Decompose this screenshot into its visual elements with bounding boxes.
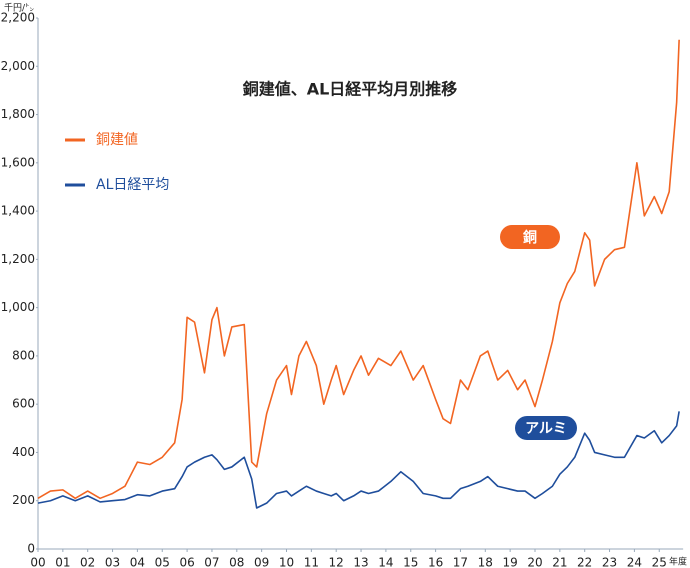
x-tick-label: 06 [179, 556, 194, 568]
x-tick-label: 05 [155, 556, 170, 568]
x-tick-label: 17 [453, 556, 468, 568]
x-tick-label: 09 [254, 556, 269, 568]
x-tick-label: 23 [602, 556, 617, 568]
y-tick-label: 800 [12, 348, 35, 362]
x-tick-label: 19 [503, 556, 518, 568]
annotation: アルミ [525, 421, 567, 437]
annotation-pill [500, 225, 560, 249]
y-tick-label: 2,200 [1, 11, 35, 25]
legend-label: 銅建値 [96, 132, 138, 148]
y-unit: 千円/㌧ [4, 3, 34, 14]
x-tick-label: 08 [229, 556, 244, 568]
annotation-pill [515, 416, 577, 440]
x-tick-label: 00 [30, 556, 45, 568]
x-tick-label: 10 [279, 556, 294, 568]
chart-title: 銅建値、AL日経平均月別推移 [243, 80, 458, 99]
x-tick-label: 20 [527, 556, 542, 568]
x-tick-label: 14 [378, 556, 393, 568]
x-tick-label: 11 [304, 556, 319, 568]
y-tick-label: 600 [12, 397, 35, 411]
y-tick-label: 0 [27, 542, 35, 556]
series-line [37, 411, 680, 509]
x-tick-label: 18 [478, 556, 493, 568]
y-tick-label: 1,000 [1, 300, 35, 314]
y-tick-label: 2,000 [1, 59, 35, 73]
x-tick-label: 03 [105, 556, 120, 568]
x-tick-label: 07 [204, 556, 219, 568]
annotation: 銅 [523, 229, 537, 246]
y-tick-label: 1,800 [1, 107, 35, 121]
x-tick-label: 24 [627, 556, 642, 568]
x-tick-label: 12 [329, 556, 344, 568]
x-tick-label: 15 [403, 556, 418, 568]
legend-label: AL日経平均 [96, 177, 169, 193]
x-tick-label: 22 [577, 556, 592, 568]
x-tick-label: 13 [353, 556, 368, 568]
x-unit: 年度 [669, 556, 687, 568]
y-tick-label: 400 [12, 445, 35, 459]
x-tick-label: 04 [130, 556, 145, 568]
y-tick-label: 1,600 [1, 155, 35, 169]
x-tick-label: 01 [55, 556, 70, 568]
x-tick-label: 25 [652, 556, 667, 568]
y-tick-label: 1,200 [1, 252, 35, 266]
x-tick-label: 16 [428, 556, 443, 568]
x-tick-label: 02 [80, 556, 95, 568]
y-tick-label: 200 [12, 493, 35, 507]
x-tick-label: 21 [552, 556, 567, 568]
series-line [37, 39, 680, 500]
y-tick-label: 1,400 [1, 204, 35, 218]
